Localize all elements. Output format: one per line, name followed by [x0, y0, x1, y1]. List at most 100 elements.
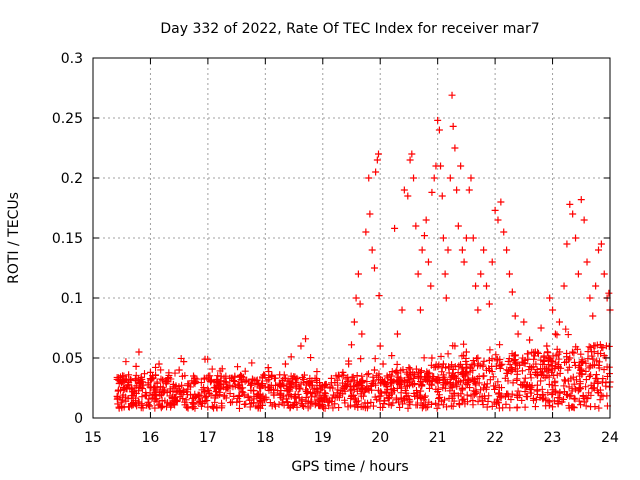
data-point	[450, 389, 458, 397]
data-point	[570, 358, 578, 366]
data-point	[416, 378, 424, 386]
data-point	[477, 270, 485, 278]
data-point	[306, 388, 314, 396]
data-point	[329, 384, 337, 392]
data-point	[342, 383, 350, 391]
data-point	[352, 394, 360, 402]
data-point	[334, 381, 342, 389]
data-point	[437, 352, 445, 360]
data-point	[383, 383, 391, 391]
data-point	[539, 360, 547, 368]
data-point	[584, 355, 592, 363]
data-point	[587, 371, 595, 379]
data-point	[470, 391, 478, 399]
data-point	[116, 386, 124, 394]
data-point	[469, 234, 477, 242]
data-point	[527, 389, 535, 397]
data-point	[428, 188, 436, 196]
data-point	[548, 357, 556, 365]
data-point	[177, 355, 185, 363]
data-point	[166, 400, 174, 408]
data-point	[497, 392, 505, 400]
data-point	[191, 394, 199, 402]
data-point	[292, 384, 300, 392]
data-point	[125, 381, 133, 389]
data-point	[580, 398, 588, 406]
data-point	[470, 360, 478, 368]
data-point	[506, 361, 514, 369]
data-point	[393, 330, 401, 338]
data-point	[546, 294, 554, 302]
data-point	[464, 398, 472, 406]
data-point	[569, 403, 577, 411]
data-point	[345, 357, 353, 365]
data-point	[280, 371, 288, 379]
data-point	[248, 375, 256, 383]
data-point	[506, 404, 514, 412]
data-point	[455, 362, 463, 370]
data-point	[384, 394, 392, 402]
data-point	[198, 386, 206, 394]
data-point	[348, 391, 356, 399]
data-point	[401, 396, 409, 404]
data-point	[583, 258, 591, 266]
data-point	[207, 391, 215, 399]
data-point	[393, 384, 401, 392]
data-point	[144, 379, 152, 387]
data-point	[140, 370, 148, 378]
data-point	[300, 402, 308, 410]
data-point	[345, 377, 353, 385]
data-point	[469, 366, 477, 374]
data-point	[135, 348, 143, 356]
data-point	[306, 402, 314, 410]
data-point	[488, 258, 496, 266]
data-point	[372, 168, 380, 176]
data-point	[283, 384, 291, 392]
data-point	[585, 343, 593, 351]
data-point	[396, 403, 404, 411]
data-point	[476, 393, 484, 401]
data-point	[380, 380, 388, 388]
data-point	[474, 306, 482, 314]
data-point	[577, 365, 585, 373]
data-point	[477, 386, 485, 394]
data-point	[463, 391, 471, 399]
data-point	[462, 234, 470, 242]
data-point	[194, 399, 202, 407]
data-point	[582, 394, 590, 402]
data-point	[184, 404, 192, 412]
data-point	[421, 392, 429, 400]
data-point	[447, 373, 455, 381]
data-point	[572, 234, 580, 242]
data-point	[518, 396, 526, 404]
data-point	[577, 196, 585, 204]
data-point	[178, 372, 186, 380]
data-point	[503, 369, 511, 377]
data-point	[480, 246, 488, 254]
data-point	[562, 390, 570, 398]
data-point	[585, 373, 593, 381]
data-point	[576, 378, 584, 386]
data-point	[175, 366, 183, 374]
data-point	[592, 282, 600, 290]
data-point	[275, 381, 283, 389]
data-point	[545, 365, 553, 373]
data-point	[425, 384, 433, 392]
data-point	[446, 387, 454, 395]
data-point	[588, 348, 596, 356]
data-point	[132, 394, 140, 402]
data-point	[363, 371, 371, 379]
data-point	[444, 350, 452, 358]
data-point	[514, 330, 522, 338]
data-point	[430, 174, 438, 182]
data-point	[294, 390, 302, 398]
data-point	[504, 377, 512, 385]
data-point	[353, 372, 361, 380]
data-point	[528, 348, 536, 356]
data-point	[358, 372, 366, 380]
data-point	[352, 381, 360, 389]
data-point	[537, 324, 545, 332]
data-point	[556, 389, 564, 397]
data-point	[518, 367, 526, 375]
data-point	[568, 348, 576, 356]
